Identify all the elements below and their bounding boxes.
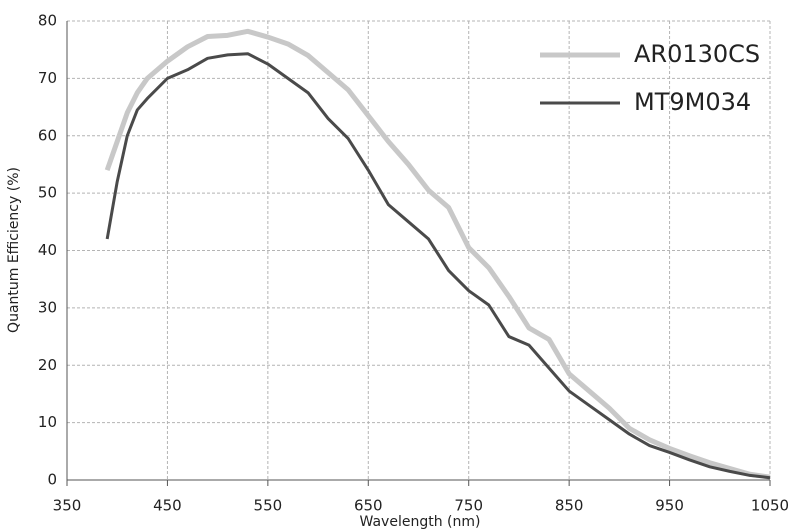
x-tick-label: 850 <box>555 497 584 515</box>
x-axis-label: Wavelength (nm) <box>360 514 481 530</box>
y-tick-label: 30 <box>38 298 57 316</box>
legend-label: MT9M034 <box>634 88 751 116</box>
y-tick-label: 10 <box>38 413 57 431</box>
y-tick-label: 80 <box>38 12 57 30</box>
series-line <box>104 28 771 480</box>
x-tick-label: 450 <box>153 497 182 515</box>
y-axis-label: Quantum Efficiency (%) <box>6 167 22 333</box>
x-tick-label: 950 <box>655 497 684 515</box>
legend-label: AR0130CS <box>634 40 760 68</box>
x-tick-label: 550 <box>254 497 283 515</box>
y-tick-label: 20 <box>38 356 57 374</box>
y-tick-label: 0 <box>47 471 57 489</box>
x-tick-label: 650 <box>354 497 383 515</box>
y-tick-label: 60 <box>38 126 57 144</box>
y-tick-label: 50 <box>38 184 57 202</box>
y-tick-label: 70 <box>38 69 57 87</box>
x-tick-label: 350 <box>53 497 82 515</box>
y-tick-label: 40 <box>38 241 57 259</box>
x-tick-label: 750 <box>454 497 483 515</box>
series-line <box>105 52 771 480</box>
x-tick-label: 1050 <box>751 497 789 515</box>
